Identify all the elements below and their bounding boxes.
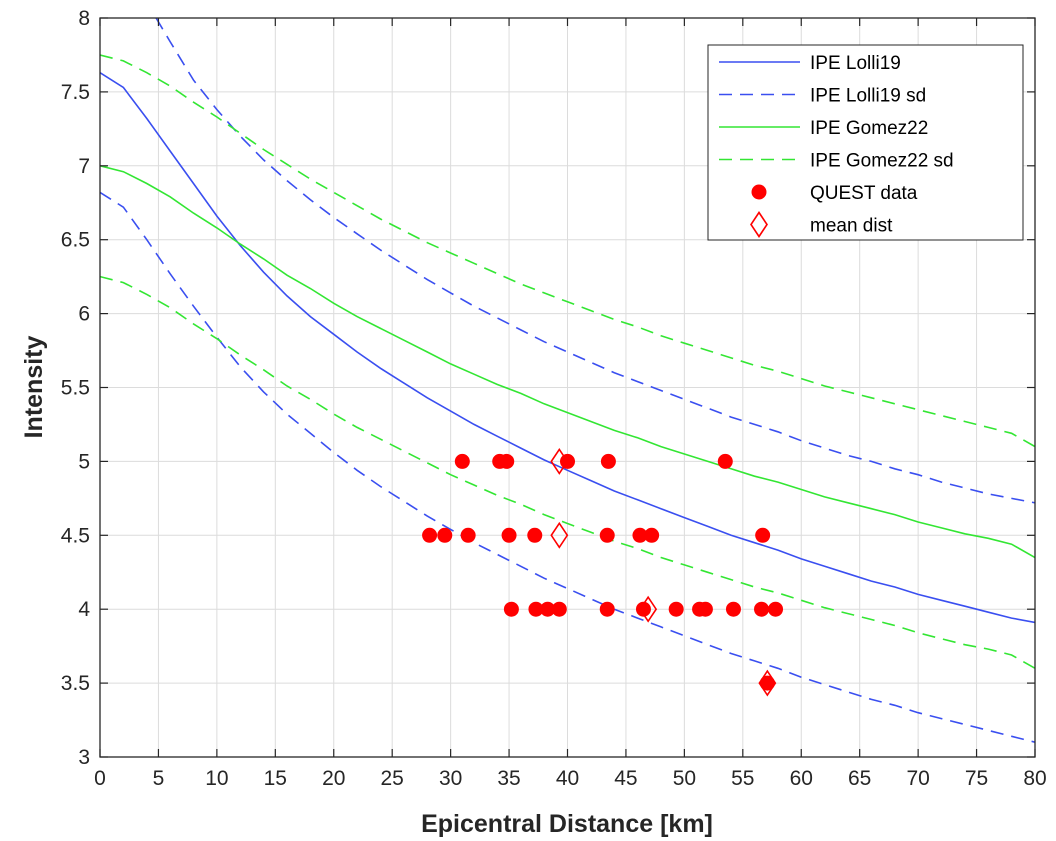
x-tick-label: 30 bbox=[439, 767, 462, 790]
series-7 bbox=[550, 447, 777, 697]
x-tick-label: 0 bbox=[94, 767, 106, 790]
y-tick-label: 3.5 bbox=[61, 672, 90, 695]
legend-label: IPE Lolli19 bbox=[810, 53, 901, 74]
legend-label: mean dist bbox=[810, 216, 893, 237]
x-tick-label: 70 bbox=[906, 767, 929, 790]
legend-item: IPE Gomez22 bbox=[719, 118, 928, 139]
data-point bbox=[599, 527, 615, 543]
series-line bbox=[100, 275, 1035, 669]
data-point bbox=[540, 601, 556, 617]
legend: IPE Lolli19 IPE Lolli19 sd IPE Gomez22 IPE … bbox=[707, 44, 1024, 241]
data-point bbox=[528, 601, 544, 617]
legend-label: IPE Gomez22 bbox=[810, 118, 928, 139]
legend-item: IPE Lolli19 sd bbox=[719, 86, 926, 107]
legend-swatch bbox=[750, 211, 768, 238]
x-tick-label: 10 bbox=[205, 767, 228, 790]
series-line bbox=[100, 165, 1035, 559]
x-tick-label: 60 bbox=[790, 767, 813, 790]
data-point bbox=[460, 527, 476, 543]
data-point bbox=[501, 527, 517, 543]
mean-point bbox=[639, 595, 658, 623]
data-point bbox=[503, 601, 519, 617]
series-layer bbox=[100, 18, 1035, 743]
x-tick-label: 40 bbox=[556, 767, 579, 790]
y-axis-label: Intensity bbox=[20, 336, 48, 439]
y-tick-label: 6 bbox=[78, 303, 90, 326]
data-point bbox=[768, 601, 784, 617]
ticks bbox=[99, 17, 1036, 758]
data-point bbox=[422, 527, 438, 543]
data-point bbox=[527, 527, 543, 543]
legend-swatch bbox=[751, 184, 767, 200]
x-tick-label: 20 bbox=[322, 767, 345, 790]
y-tick-label: 5.5 bbox=[61, 377, 90, 400]
x-axis-label: Epicentral Distance [km] bbox=[421, 810, 713, 838]
data-point bbox=[644, 527, 660, 543]
data-point bbox=[437, 527, 453, 543]
y-tick-label: 6.5 bbox=[61, 229, 90, 252]
data-point bbox=[632, 527, 648, 543]
data-point bbox=[599, 601, 615, 617]
legend-box bbox=[707, 44, 1024, 241]
data-point bbox=[759, 675, 775, 691]
tick-labels: 0 5 10 15 20 25 30 35 40 45 50 55 60 65 70 75 8033.544.5… bbox=[61, 7, 1047, 790]
y-tick-label: 3 bbox=[78, 746, 90, 769]
legend-item: QUEST data bbox=[751, 183, 918, 204]
data-point bbox=[551, 601, 567, 617]
x-tick-label: 45 bbox=[614, 767, 637, 790]
series-line bbox=[155, 18, 1035, 504]
series-1 bbox=[155, 18, 1035, 504]
x-tick-label: 35 bbox=[497, 767, 520, 790]
series-line bbox=[100, 191, 1035, 743]
mean-point bbox=[550, 447, 569, 475]
x-tick-label: 75 bbox=[965, 767, 988, 790]
data-point bbox=[725, 601, 741, 617]
y-tick-label: 7 bbox=[78, 155, 90, 178]
series-2 bbox=[100, 191, 1035, 743]
mean-point bbox=[550, 521, 569, 549]
data-point bbox=[754, 601, 770, 617]
legend-label: IPE Lolli19 sd bbox=[810, 86, 926, 107]
x-tick-label: 25 bbox=[381, 767, 404, 790]
data-point bbox=[499, 453, 515, 469]
y-tick-label: 8 bbox=[78, 7, 90, 30]
data-point bbox=[697, 601, 713, 617]
series-line bbox=[100, 54, 1035, 448]
series-4 bbox=[100, 54, 1035, 448]
legend-item: IPE Gomez22 sd bbox=[719, 151, 954, 172]
x-tick-label: 80 bbox=[1023, 767, 1046, 790]
series-3 bbox=[100, 165, 1035, 559]
x-tick-label: 50 bbox=[673, 767, 696, 790]
data-point bbox=[717, 453, 733, 469]
x-tick-label: 65 bbox=[848, 767, 871, 790]
x-tick-label: 15 bbox=[264, 767, 287, 790]
y-tick-label: 4.5 bbox=[61, 524, 90, 547]
series-0 bbox=[100, 72, 1035, 624]
data-point bbox=[454, 453, 470, 469]
series-5 bbox=[100, 275, 1035, 669]
data-point bbox=[755, 527, 771, 543]
x-tick-label: 55 bbox=[731, 767, 754, 790]
data-point bbox=[635, 601, 651, 617]
legend-item: mean dist bbox=[750, 211, 893, 238]
x-tick-label: 5 bbox=[153, 767, 165, 790]
data-point bbox=[600, 453, 616, 469]
y-tick-label: 5 bbox=[78, 450, 90, 473]
y-tick-label: 4 bbox=[78, 598, 90, 621]
series-6 bbox=[422, 453, 784, 691]
data-point bbox=[668, 601, 684, 617]
legend-item: IPE Lolli19 bbox=[719, 53, 901, 74]
y-tick-label: 7.5 bbox=[61, 81, 90, 104]
series-line bbox=[100, 72, 1035, 624]
legend-label: QUEST data bbox=[810, 183, 918, 204]
legend-label: IPE Gomez22 sd bbox=[810, 151, 954, 172]
mean-point bbox=[758, 669, 777, 697]
